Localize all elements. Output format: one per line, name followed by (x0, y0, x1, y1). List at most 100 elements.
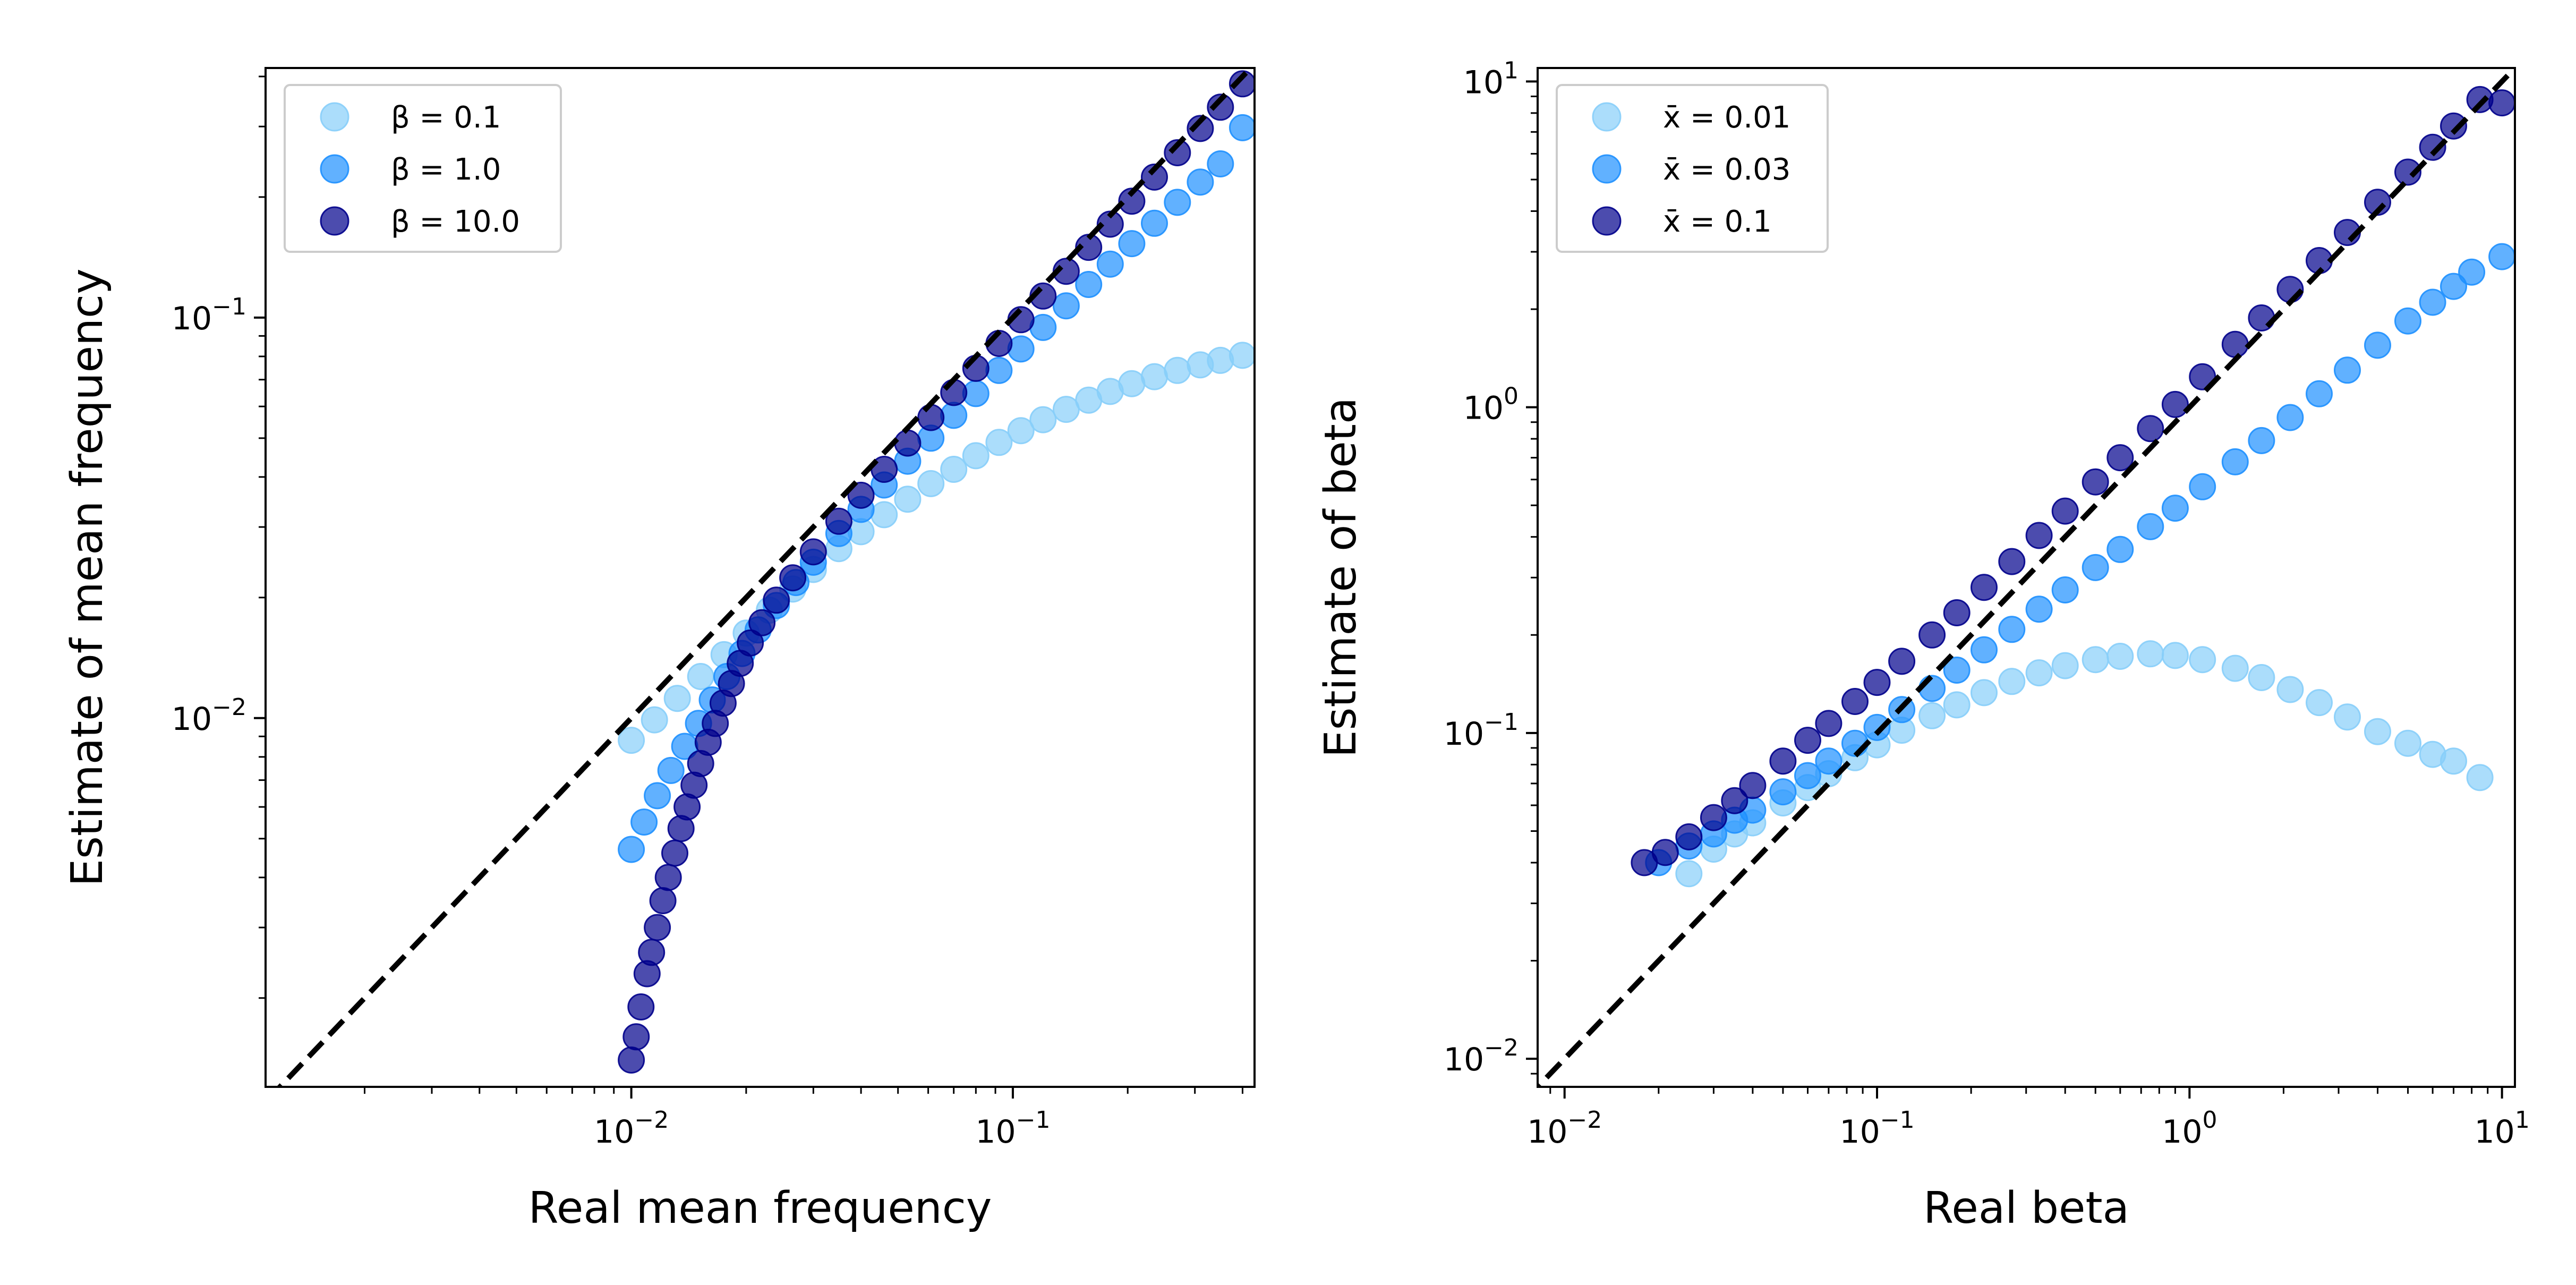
data-point (1769, 747, 1797, 775)
data-point (2082, 646, 2109, 674)
identity-reference-line (1538, 68, 2515, 1087)
legend-marker (320, 206, 349, 236)
data-point (1998, 548, 2026, 575)
data-point (2106, 535, 2134, 563)
data-point (2276, 404, 2304, 431)
y-axis-label: Estimate of beta (1316, 397, 1366, 758)
data-point (618, 1046, 645, 1074)
data-point (627, 993, 655, 1020)
x-tick-label: 101 (2474, 1107, 2529, 1151)
data-point (917, 404, 945, 431)
data-point (1164, 139, 1191, 166)
data-point (2082, 468, 2109, 496)
data-point (1815, 747, 1843, 775)
data-point (985, 429, 1013, 456)
data-point (763, 586, 790, 614)
legend-label: x̄ = 0.03 (1663, 152, 1790, 187)
y-tick-label: 101 (1463, 57, 1519, 101)
data-point (1052, 292, 1080, 320)
data-point (2106, 643, 2134, 670)
data-point (1739, 772, 1767, 799)
data-point (871, 501, 898, 529)
data-point (1794, 727, 1821, 754)
legend-marker (1592, 102, 1622, 132)
data-point (622, 1023, 650, 1051)
data-point (2106, 444, 2134, 472)
data-point (649, 887, 677, 914)
data-point (894, 486, 922, 513)
legend-marker (320, 154, 349, 184)
data-point (1207, 150, 1234, 177)
data-point (1187, 115, 1214, 142)
data-point (638, 939, 666, 966)
data-point (618, 836, 645, 863)
x-tick-label: 10−1 (1839, 1107, 1914, 1151)
y-tick-label: 10−1 (1444, 709, 1519, 753)
data-point (1769, 778, 1797, 806)
data-point (657, 756, 685, 784)
data-point (2334, 356, 2361, 384)
minor-ticks (1531, 95, 2489, 1094)
data-point (1029, 406, 1057, 433)
data-point (687, 663, 714, 690)
data-point (1675, 823, 1703, 850)
data-point (1943, 599, 1971, 626)
legend-label: β = 10.0 (391, 205, 520, 239)
data-point (2189, 646, 2216, 674)
data-point (1229, 342, 1255, 369)
data-point (1888, 648, 1916, 675)
data-point (962, 442, 990, 470)
data-point (1164, 356, 1191, 384)
legend-marker (320, 102, 349, 132)
data-point (2248, 664, 2275, 691)
x-axis-label: Real beta (1923, 1183, 2129, 1233)
y-tick-label: 10−1 (172, 293, 246, 337)
data-point (2458, 258, 2486, 286)
data-point (1943, 691, 1971, 719)
data-point (2306, 380, 2333, 407)
x-axis-label: Real mean frequency (528, 1183, 992, 1233)
data-point (2419, 133, 2446, 161)
x-tick-label: 10−1 (975, 1107, 1050, 1151)
data-point (799, 538, 827, 566)
data-point (894, 429, 922, 457)
data-point (2248, 427, 2275, 454)
data-point (1794, 762, 1821, 789)
x-tick-label: 100 (2162, 1107, 2217, 1151)
x-tick-label: 10−2 (594, 1107, 669, 1151)
data-point (1841, 688, 1869, 715)
left-panel-mean-frequency: 10−2 10−1 10−2 10−1 Real mean frequency Estim… (62, 67, 1256, 1233)
series-2 (1631, 86, 2515, 876)
plot-area (276, 68, 1255, 1087)
data-point (2394, 158, 2421, 186)
data-point (2137, 513, 2164, 540)
data-point (2051, 652, 2079, 679)
data-point (1971, 636, 1998, 663)
data-point (2137, 415, 2164, 442)
data-point (940, 379, 968, 406)
y-tick-label: 10−2 (1444, 1034, 1519, 1078)
data-point (847, 481, 875, 509)
identity-reference-line (276, 68, 1255, 1087)
data-point (2466, 764, 2494, 792)
data-point (1075, 271, 1103, 298)
data-point (1096, 250, 1124, 278)
data-point (2221, 330, 2249, 358)
data-point (1943, 657, 1971, 684)
data-point (2364, 331, 2391, 359)
data-point (1229, 114, 1255, 141)
legend-label: β = 1.0 (391, 152, 501, 187)
data-point (2364, 189, 2391, 216)
data-point (737, 629, 764, 657)
data-point (618, 727, 645, 754)
data-point (940, 402, 968, 429)
data-point (2161, 390, 2189, 418)
data-point (1141, 163, 1168, 191)
data-point (779, 564, 807, 592)
plot-frame (265, 67, 1256, 1088)
data-point (1164, 189, 1191, 216)
data-point (1675, 860, 1703, 888)
data-point (2082, 554, 2109, 581)
data-point (2248, 304, 2275, 331)
legend: x̄ = 0.01 x̄ = 0.03 x̄ = 0.1 (1556, 84, 1829, 253)
